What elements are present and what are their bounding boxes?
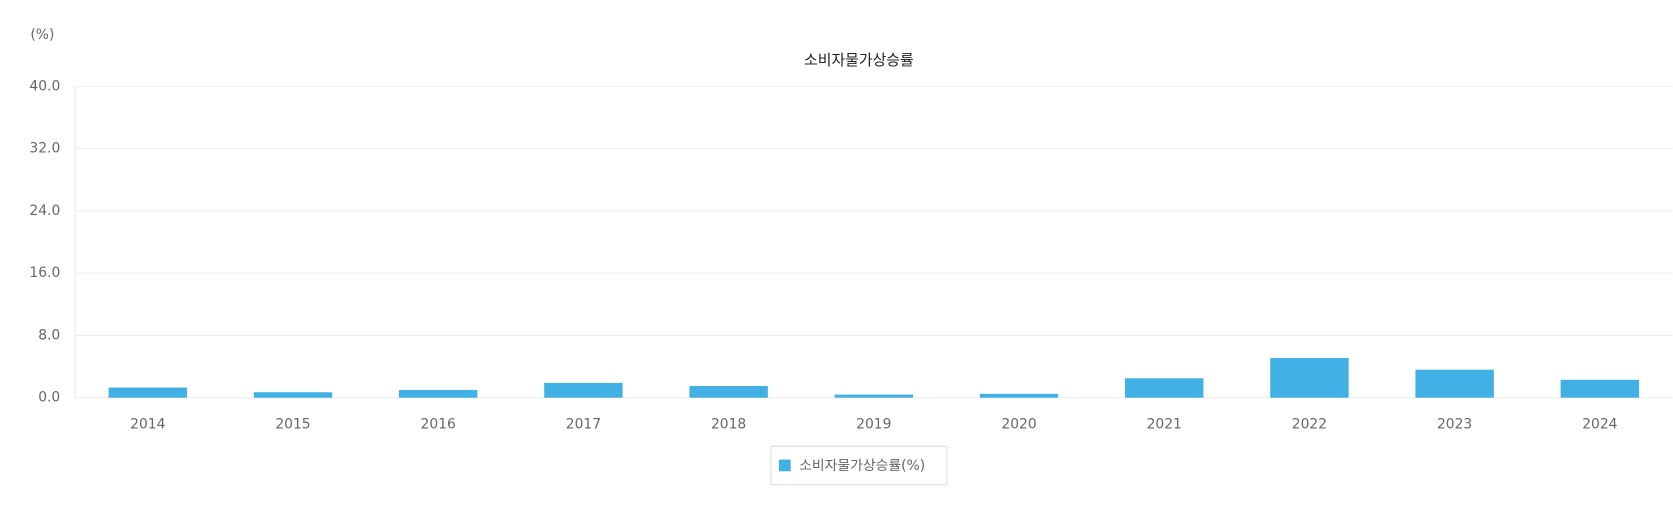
x-tick-label: 2019 <box>856 416 891 432</box>
bar <box>399 389 478 398</box>
y-tick-label: 16.0 <box>29 265 60 281</box>
x-tick-label: 2022 <box>1292 416 1327 432</box>
x-tick-label: 2014 <box>130 416 165 432</box>
x-tick-label: 2021 <box>1147 416 1182 432</box>
x-tick-label: 2015 <box>275 416 310 432</box>
y-tick-label: 0.0 <box>38 390 60 406</box>
y-tick-label: 40.0 <box>29 78 60 94</box>
bar <box>1270 358 1349 398</box>
bar <box>979 393 1059 398</box>
x-tick-label: 2018 <box>711 416 746 432</box>
y-unit: (%) <box>30 27 54 43</box>
y-tick-label: 32.0 <box>29 141 60 157</box>
x-tick-label: 2023 <box>1437 416 1472 432</box>
y-tick-label: 24.0 <box>29 203 60 219</box>
bar <box>689 386 768 398</box>
bar <box>253 392 333 398</box>
x-tick-label: 2016 <box>421 416 456 432</box>
chart-title: 소비자물가상승률 <box>804 51 914 69</box>
legend-box <box>770 445 948 486</box>
legend-label: 소비자물가상승률(%) <box>799 458 925 474</box>
bar <box>1415 369 1494 398</box>
bar <box>1125 378 1204 398</box>
y-tick-label: 8.0 <box>38 327 60 343</box>
bar <box>108 387 188 398</box>
x-tick-label: 2017 <box>566 416 601 432</box>
bar <box>834 394 914 398</box>
x-tick-label: 2024 <box>1582 416 1617 432</box>
x-tick-label: 2020 <box>1001 416 1036 432</box>
legend-swatch <box>778 459 791 472</box>
bar <box>1560 379 1640 398</box>
bar <box>544 382 623 398</box>
